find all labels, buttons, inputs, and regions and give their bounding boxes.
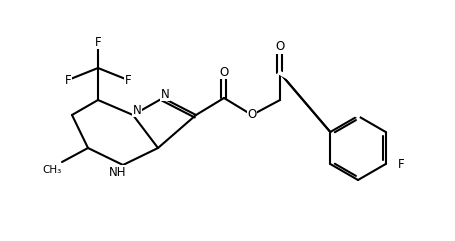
Text: F: F: [65, 74, 71, 87]
Text: F: F: [95, 35, 101, 48]
Text: N: N: [160, 87, 169, 100]
Text: F: F: [124, 74, 131, 87]
Text: O: O: [275, 40, 284, 54]
Text: CH₃: CH₃: [42, 165, 61, 175]
Text: N: N: [132, 103, 141, 116]
Text: F: F: [396, 158, 403, 170]
Text: O: O: [219, 66, 228, 79]
Text: NH: NH: [109, 166, 126, 179]
Text: O: O: [247, 108, 256, 121]
